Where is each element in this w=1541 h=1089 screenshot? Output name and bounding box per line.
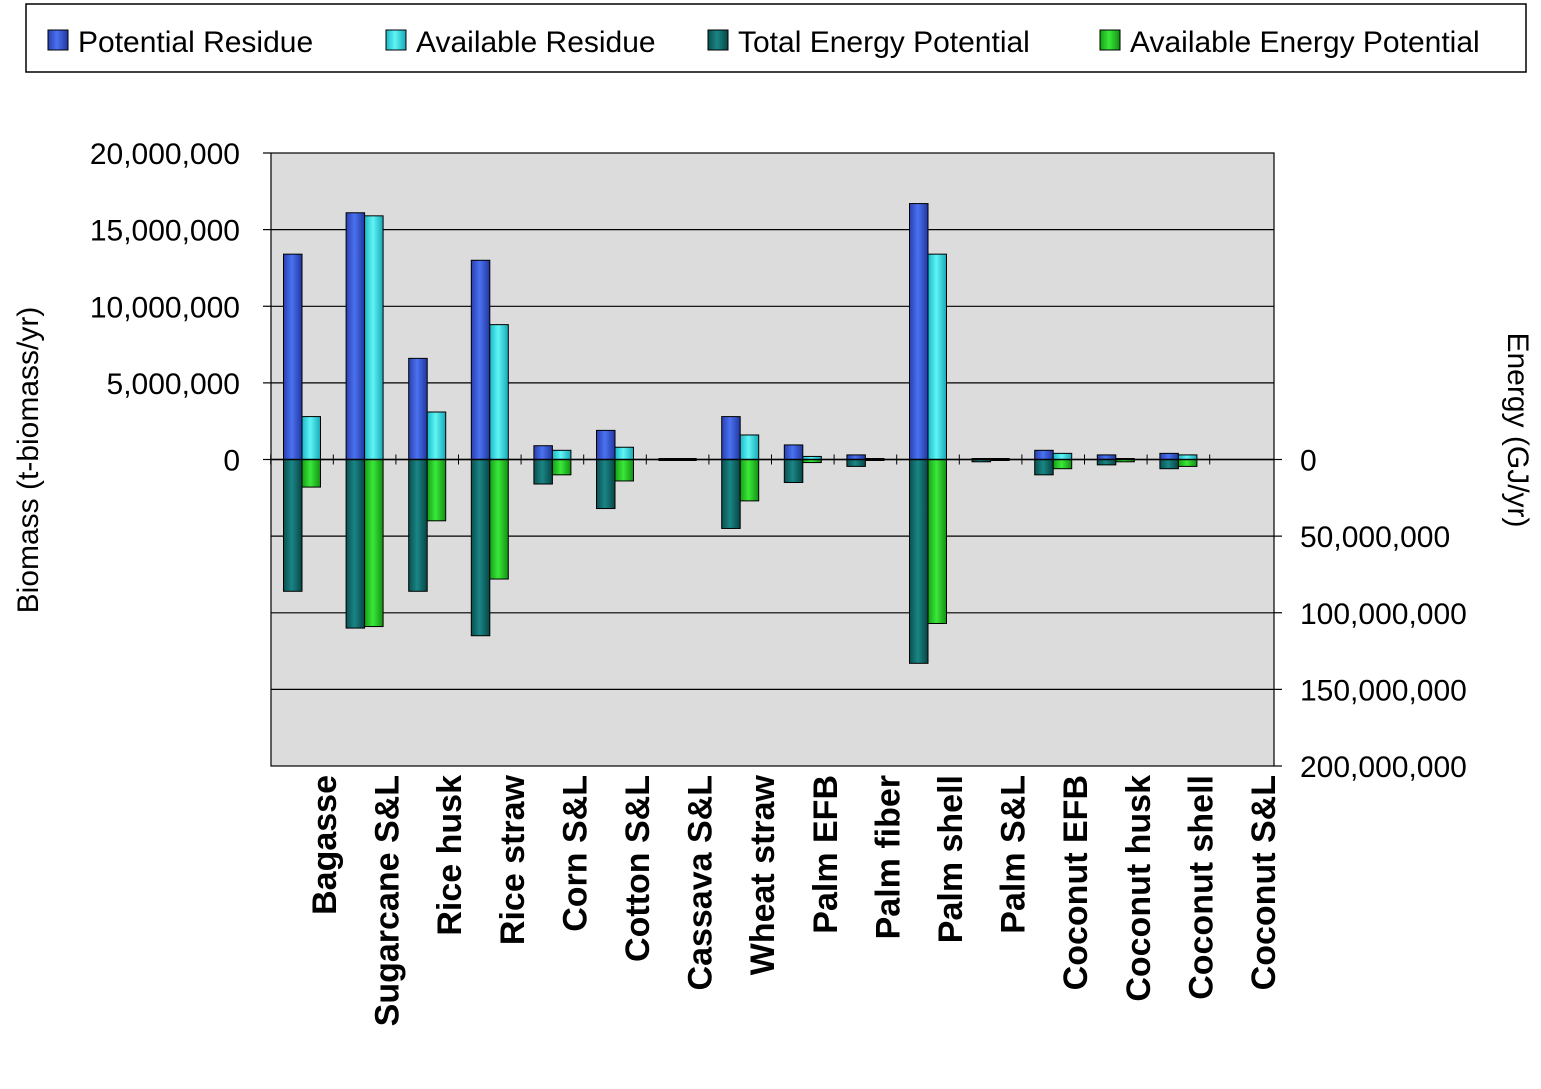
legend-label: Available Residue [416,26,656,59]
bar-total-energy-potential [1097,460,1116,465]
bar-total-energy-potential [722,460,741,529]
bar-potential-residue [1160,453,1179,459]
left-tick-label: 5,000,000 [107,368,240,401]
bar-total-energy-potential [346,460,365,629]
bar-available-residue [427,412,446,460]
right-tick-label: 200,000,000 [1300,751,1467,784]
left-tick-label: 15,000,000 [90,215,240,248]
bar-available-energy-potential [302,460,321,488]
bar-available-residue [365,216,384,460]
category-label: Rice straw [494,774,532,945]
bar-total-energy-potential [471,460,490,636]
bar-potential-residue [284,254,303,459]
bar-available-residue [552,450,571,459]
bar-available-energy-potential [427,460,446,521]
bar-total-energy-potential [1035,460,1054,475]
category-label: Coconut S&L [1245,775,1283,990]
bar-total-energy-potential [910,460,929,664]
bar-available-energy-potential [490,460,509,580]
category-labels: Bagasse Sugarcane S&L Rice husk Rice straw C… [306,774,1283,1026]
bar-total-energy-potential [284,460,303,592]
left-tick-label: 10,000,000 [90,291,240,324]
category-label: Coconut husk [1120,775,1158,1002]
legend-label: Available Energy Potential [1130,26,1480,59]
legend-label: Total Energy Potential [738,26,1030,59]
category-label: Palm EFB [807,775,845,934]
category-label: Cotton S&L [619,775,657,962]
category-label: Cassava S&L [682,775,720,990]
bar-available-residue [302,417,321,460]
bar-potential-residue [1035,450,1054,459]
legend-swatch [48,30,68,50]
legend-label: Potential Residue [78,26,313,59]
bar-available-energy-potential [552,460,571,475]
bar-potential-residue [346,213,365,460]
category-label: Coconut EFB [1057,775,1095,990]
category-label: Coconut shell [1182,775,1220,1000]
bar-potential-residue [597,430,616,459]
bar-available-energy-potential [1053,460,1072,469]
category-label: Palm S&L [995,775,1033,934]
bar-available-residue [1053,453,1072,459]
bar-available-energy-potential [365,460,384,627]
bar-available-residue [928,254,947,459]
bar-available-energy-potential [615,460,634,481]
legend-swatch [708,30,728,50]
bar-total-energy-potential [847,460,866,467]
bar-potential-residue [722,417,741,460]
bar-available-energy-potential [740,460,759,501]
legend-swatch [1100,30,1120,50]
category-label: Bagasse [306,775,344,915]
category-label: Sugarcane S&L [369,775,407,1026]
bar-available-residue [490,325,509,460]
bar-available-energy-potential [1178,460,1197,467]
right-tick-label: 0 [1300,445,1317,478]
left-tick-label: 20,000,000 [90,138,240,171]
left-tick-label: 0 [223,445,240,478]
category-label: Wheat straw [744,774,782,975]
legend-swatch [386,30,406,50]
bar-potential-residue [784,445,803,460]
bar-total-energy-potential [409,460,428,592]
bar-total-energy-potential [534,460,553,485]
legend: Potential Residue Available Residue Total … [26,4,1526,72]
bar-available-residue [740,435,759,460]
bar-potential-residue [471,260,490,459]
bar-total-energy-potential [1160,460,1179,469]
right-tick-label: 100,000,000 [1300,598,1467,631]
left-axis-title: Biomass (t-biomass/yr) [12,307,45,614]
category-label: Palm fiber [869,775,907,939]
bar-total-energy-potential [597,460,616,509]
bar-total-energy-potential [784,460,803,483]
category-label: Rice husk [431,775,469,936]
right-tick-label: 150,000,000 [1300,674,1467,707]
category-label: Corn S&L [556,775,594,932]
right-axis-title: Energy (GJ/yr) [1501,332,1534,527]
bar-potential-residue [910,204,929,460]
category-label: Palm shell [932,775,970,943]
bar-potential-residue [409,358,428,459]
right-tick-label: 50,000,000 [1300,521,1450,554]
bar-potential-residue [534,446,553,460]
bar-available-residue [615,447,634,459]
bar-available-energy-potential [928,460,947,624]
